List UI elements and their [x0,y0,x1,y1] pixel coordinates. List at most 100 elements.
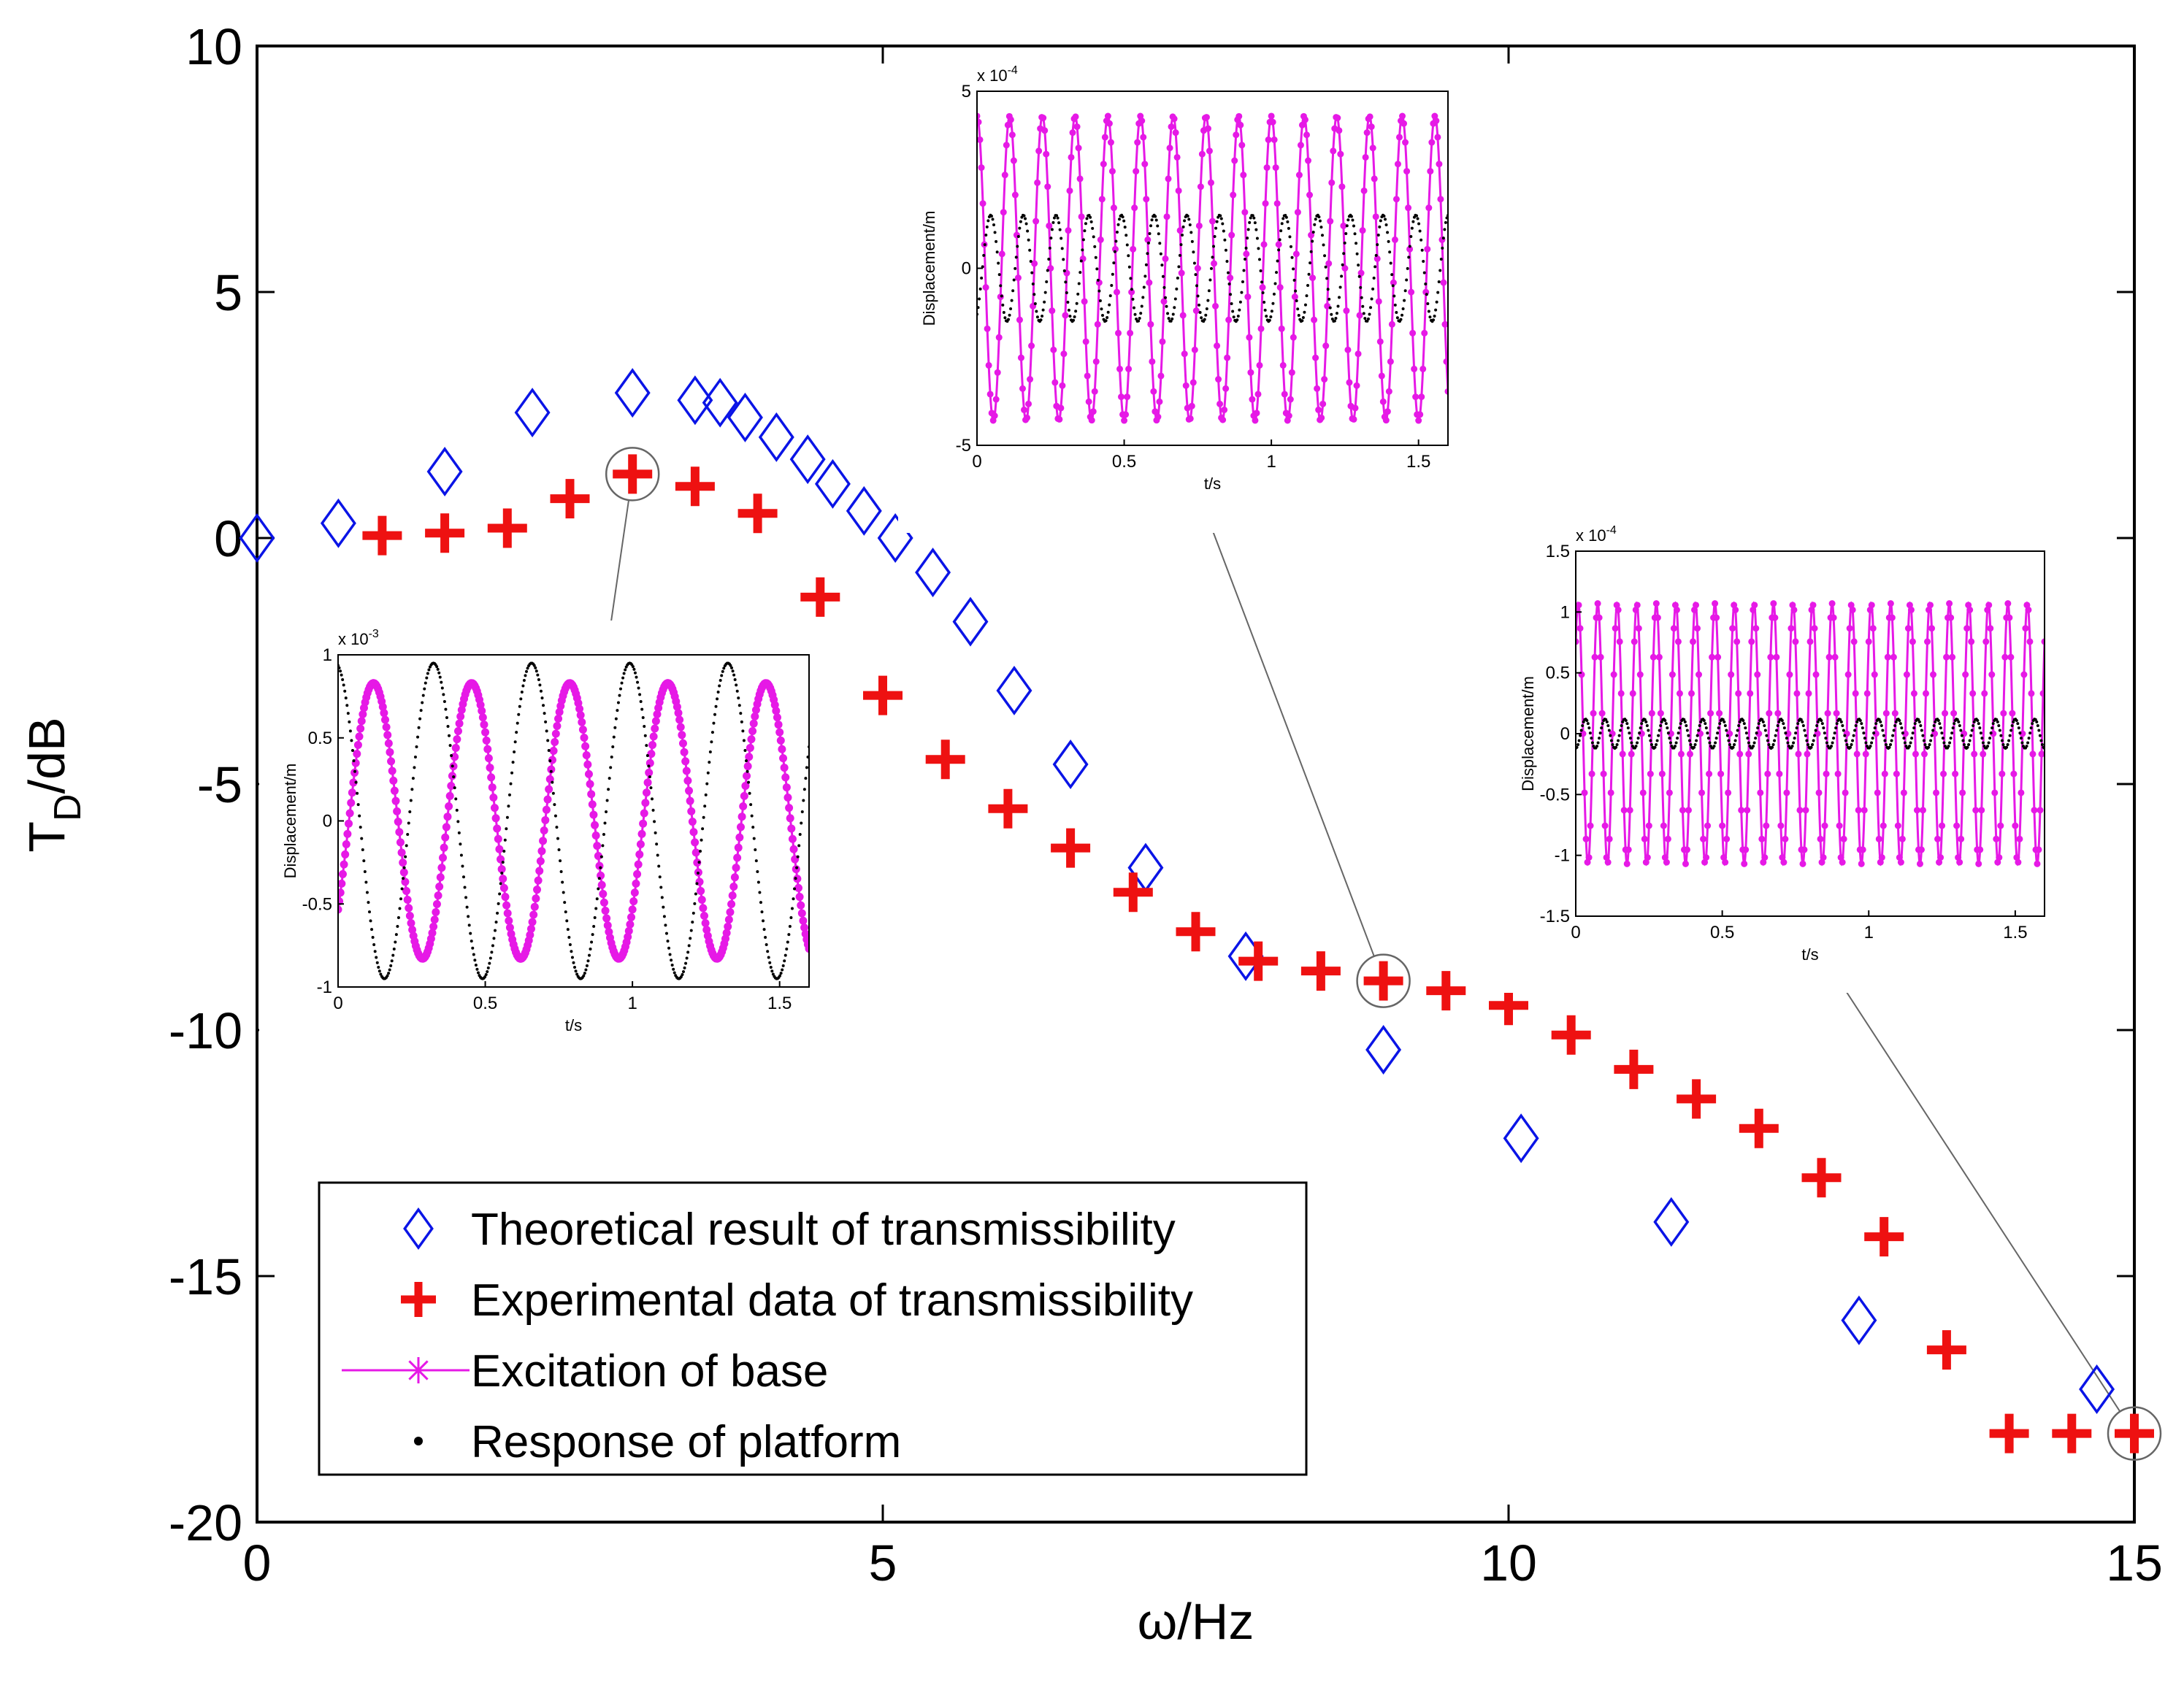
response-dot [2035,720,2039,723]
response-dot [714,704,718,708]
response-dot [2034,718,2037,721]
response-dot [557,848,561,851]
response-dot [497,902,500,905]
excitation-marker [1828,600,1836,607]
response-dot [710,731,714,734]
response-dot [1127,265,1131,269]
excitation-marker [1212,302,1219,310]
excitation-marker [1173,153,1181,161]
excitation-marker [1387,358,1394,365]
response-dot [779,972,783,975]
excitation-marker [578,726,587,734]
response-dot [362,859,366,863]
response-dot [520,691,524,694]
inset-x-label: t/s [1801,945,1818,964]
response-dot [1636,741,1639,745]
theory-point [758,412,794,462]
response-dot [1277,248,1281,252]
response-dot [730,666,734,669]
response-dot [388,968,391,972]
excitation-marker [405,912,414,921]
excitation-marker [1268,112,1275,120]
experimental-point [1238,941,1279,981]
excitation-marker [1287,396,1294,403]
excitation-marker [977,112,981,120]
response-dot [1432,318,1436,322]
response-dot [1588,731,1592,735]
excitation-marker [1687,690,1695,697]
response-dot [657,864,661,868]
response-dot [500,871,504,875]
response-dot [1664,722,1668,726]
excitation-marker [1318,414,1325,421]
inset-x-tick-label: 1.5 [2003,923,2027,942]
response-dot [1628,731,1631,735]
response-dot [1620,723,1623,727]
response-dot [400,887,404,891]
response-dot [563,901,567,904]
excitation-marker [1343,307,1350,315]
excitation-marker [1758,835,1766,842]
response-dot [1833,731,1836,735]
response-dot [561,880,564,884]
response-dot [1376,243,1379,247]
response-dot [1668,741,1672,745]
response-dot [795,866,799,869]
response-dot [689,929,693,932]
excitation-marker [2029,750,2037,758]
response-dot [553,803,556,807]
response-dot [702,815,705,819]
x-axis-label: ω/Hz [1138,1593,1254,1650]
response-dot [802,799,805,802]
response-dot [1437,280,1441,284]
excitation-marker [1875,835,1882,842]
experimental-point [800,577,840,617]
response-dot [1587,726,1591,730]
excitation-marker [353,750,361,758]
response-dot [1435,300,1438,304]
response-dot [409,799,413,802]
excitation-marker [1371,175,1378,183]
response-dot [522,678,526,682]
response-dot [398,907,402,910]
response-dot [1355,242,1358,245]
response-dot [798,833,802,837]
excitation-marker [1793,690,1801,697]
response-dot [1263,308,1267,312]
response-dot [467,915,470,918]
x-tick-label: 10 [1480,1535,1537,1591]
response-dot [1116,223,1120,226]
excitation-marker [1291,293,1298,301]
response-dot [748,791,751,795]
legend-label: Theoretical result of transmissibility [471,1205,1176,1255]
experimental-point [1300,951,1341,991]
response-dot [496,911,499,915]
excitation-marker [1216,400,1224,407]
excitation-marker [1619,750,1626,758]
response-dot [1439,257,1443,261]
response-dot [360,837,364,840]
response-dot [637,686,640,690]
response-dot [2009,729,2013,732]
response-dot [545,729,548,733]
response-dot [1248,220,1252,224]
excitation-marker [378,702,387,711]
response-dot [983,243,986,247]
response-dot [1379,219,1382,223]
excitation-marker [1761,854,1769,861]
response-dot [1240,291,1244,294]
response-dot [591,933,594,937]
excitation-marker [1044,183,1051,191]
inset-y-tick-label: -1 [317,977,332,997]
excitation-marker [495,845,504,853]
excitation-marker [2000,710,2007,717]
excitation-marker [700,912,708,921]
response-dot [1617,739,1620,742]
experimental-point [2052,1413,2092,1453]
excitation-marker [1166,145,1173,152]
response-dot [1369,306,1373,310]
excitation-marker [1344,346,1352,353]
excitation-marker [1066,187,1073,194]
excitation-marker [730,873,739,882]
excitation-marker [1372,213,1379,220]
